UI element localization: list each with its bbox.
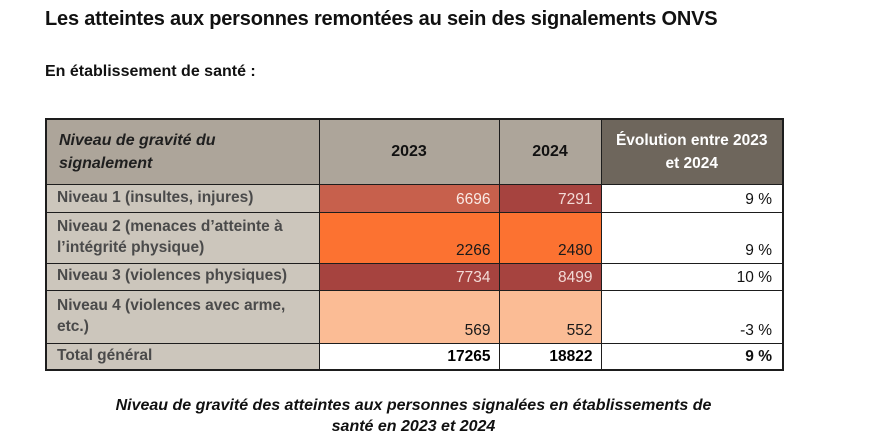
value-2024-cell: 18822: [498, 342, 602, 371]
row-label-cell: Niveau 4 (violences avec arme, etc.): [45, 289, 320, 344]
table-row-niveau-3: Niveau 3 (violences physiques) 7734 8499…: [45, 262, 784, 291]
severity-table: Niveau de gravité du signalement 2023 20…: [45, 118, 784, 371]
value-2023-cell: 569: [318, 289, 500, 344]
value-2024-cell: 8499: [498, 262, 602, 291]
table-row-total: Total général 17265 18822 9 %: [45, 342, 784, 371]
row-label-cell: Niveau 2 (menaces d’atteinte à l’intégri…: [45, 211, 320, 264]
value-2024-cell: 552: [498, 289, 602, 344]
page-title: Les atteintes aux personnes remontées au…: [45, 8, 718, 30]
row-label-cell: Niveau 3 (violences physiques): [45, 262, 320, 291]
year-2023-column-header: 2023: [318, 118, 500, 185]
table-header-row: Niveau de gravité du signalement 2023 20…: [45, 118, 784, 185]
value-2024-cell: 7291: [498, 183, 602, 213]
evolution-column-header: Évolution entre 2023 et 2024: [600, 118, 784, 185]
evolution-cell: 9 %: [600, 183, 784, 213]
evolution-cell: 9 %: [600, 211, 784, 264]
value-2023-cell: 7734: [318, 262, 500, 291]
value-2024-cell: 2480: [498, 211, 602, 264]
severity-column-header: Niveau de gravité du signalement: [45, 118, 320, 185]
value-2023-cell: 2266: [318, 211, 500, 264]
table-caption: Niveau de gravité des atteintes aux pers…: [45, 395, 782, 438]
table-row-niveau-1: Niveau 1 (insultes, injures) 6696 7291 9…: [45, 183, 784, 213]
row-label-cell: Niveau 1 (insultes, injures): [45, 183, 320, 213]
table-row-niveau-4: Niveau 4 (violences avec arme, etc.) 569…: [45, 289, 784, 344]
year-2024-column-header: 2024: [498, 118, 602, 185]
page-subtitle: En établissement de santé :: [45, 63, 256, 80]
evolution-cell: 10 %: [600, 262, 784, 291]
value-2023-cell: 6696: [318, 183, 500, 213]
table-row-niveau-2: Niveau 2 (menaces d’atteinte à l’intégri…: [45, 211, 784, 264]
value-2023-cell: 17265: [318, 342, 500, 371]
row-label-cell: Total général: [45, 342, 320, 371]
table-caption-text: Niveau de gravité des atteintes aux pers…: [115, 396, 712, 436]
evolution-cell: 9 %: [600, 342, 784, 371]
evolution-cell: -3 %: [600, 289, 784, 344]
